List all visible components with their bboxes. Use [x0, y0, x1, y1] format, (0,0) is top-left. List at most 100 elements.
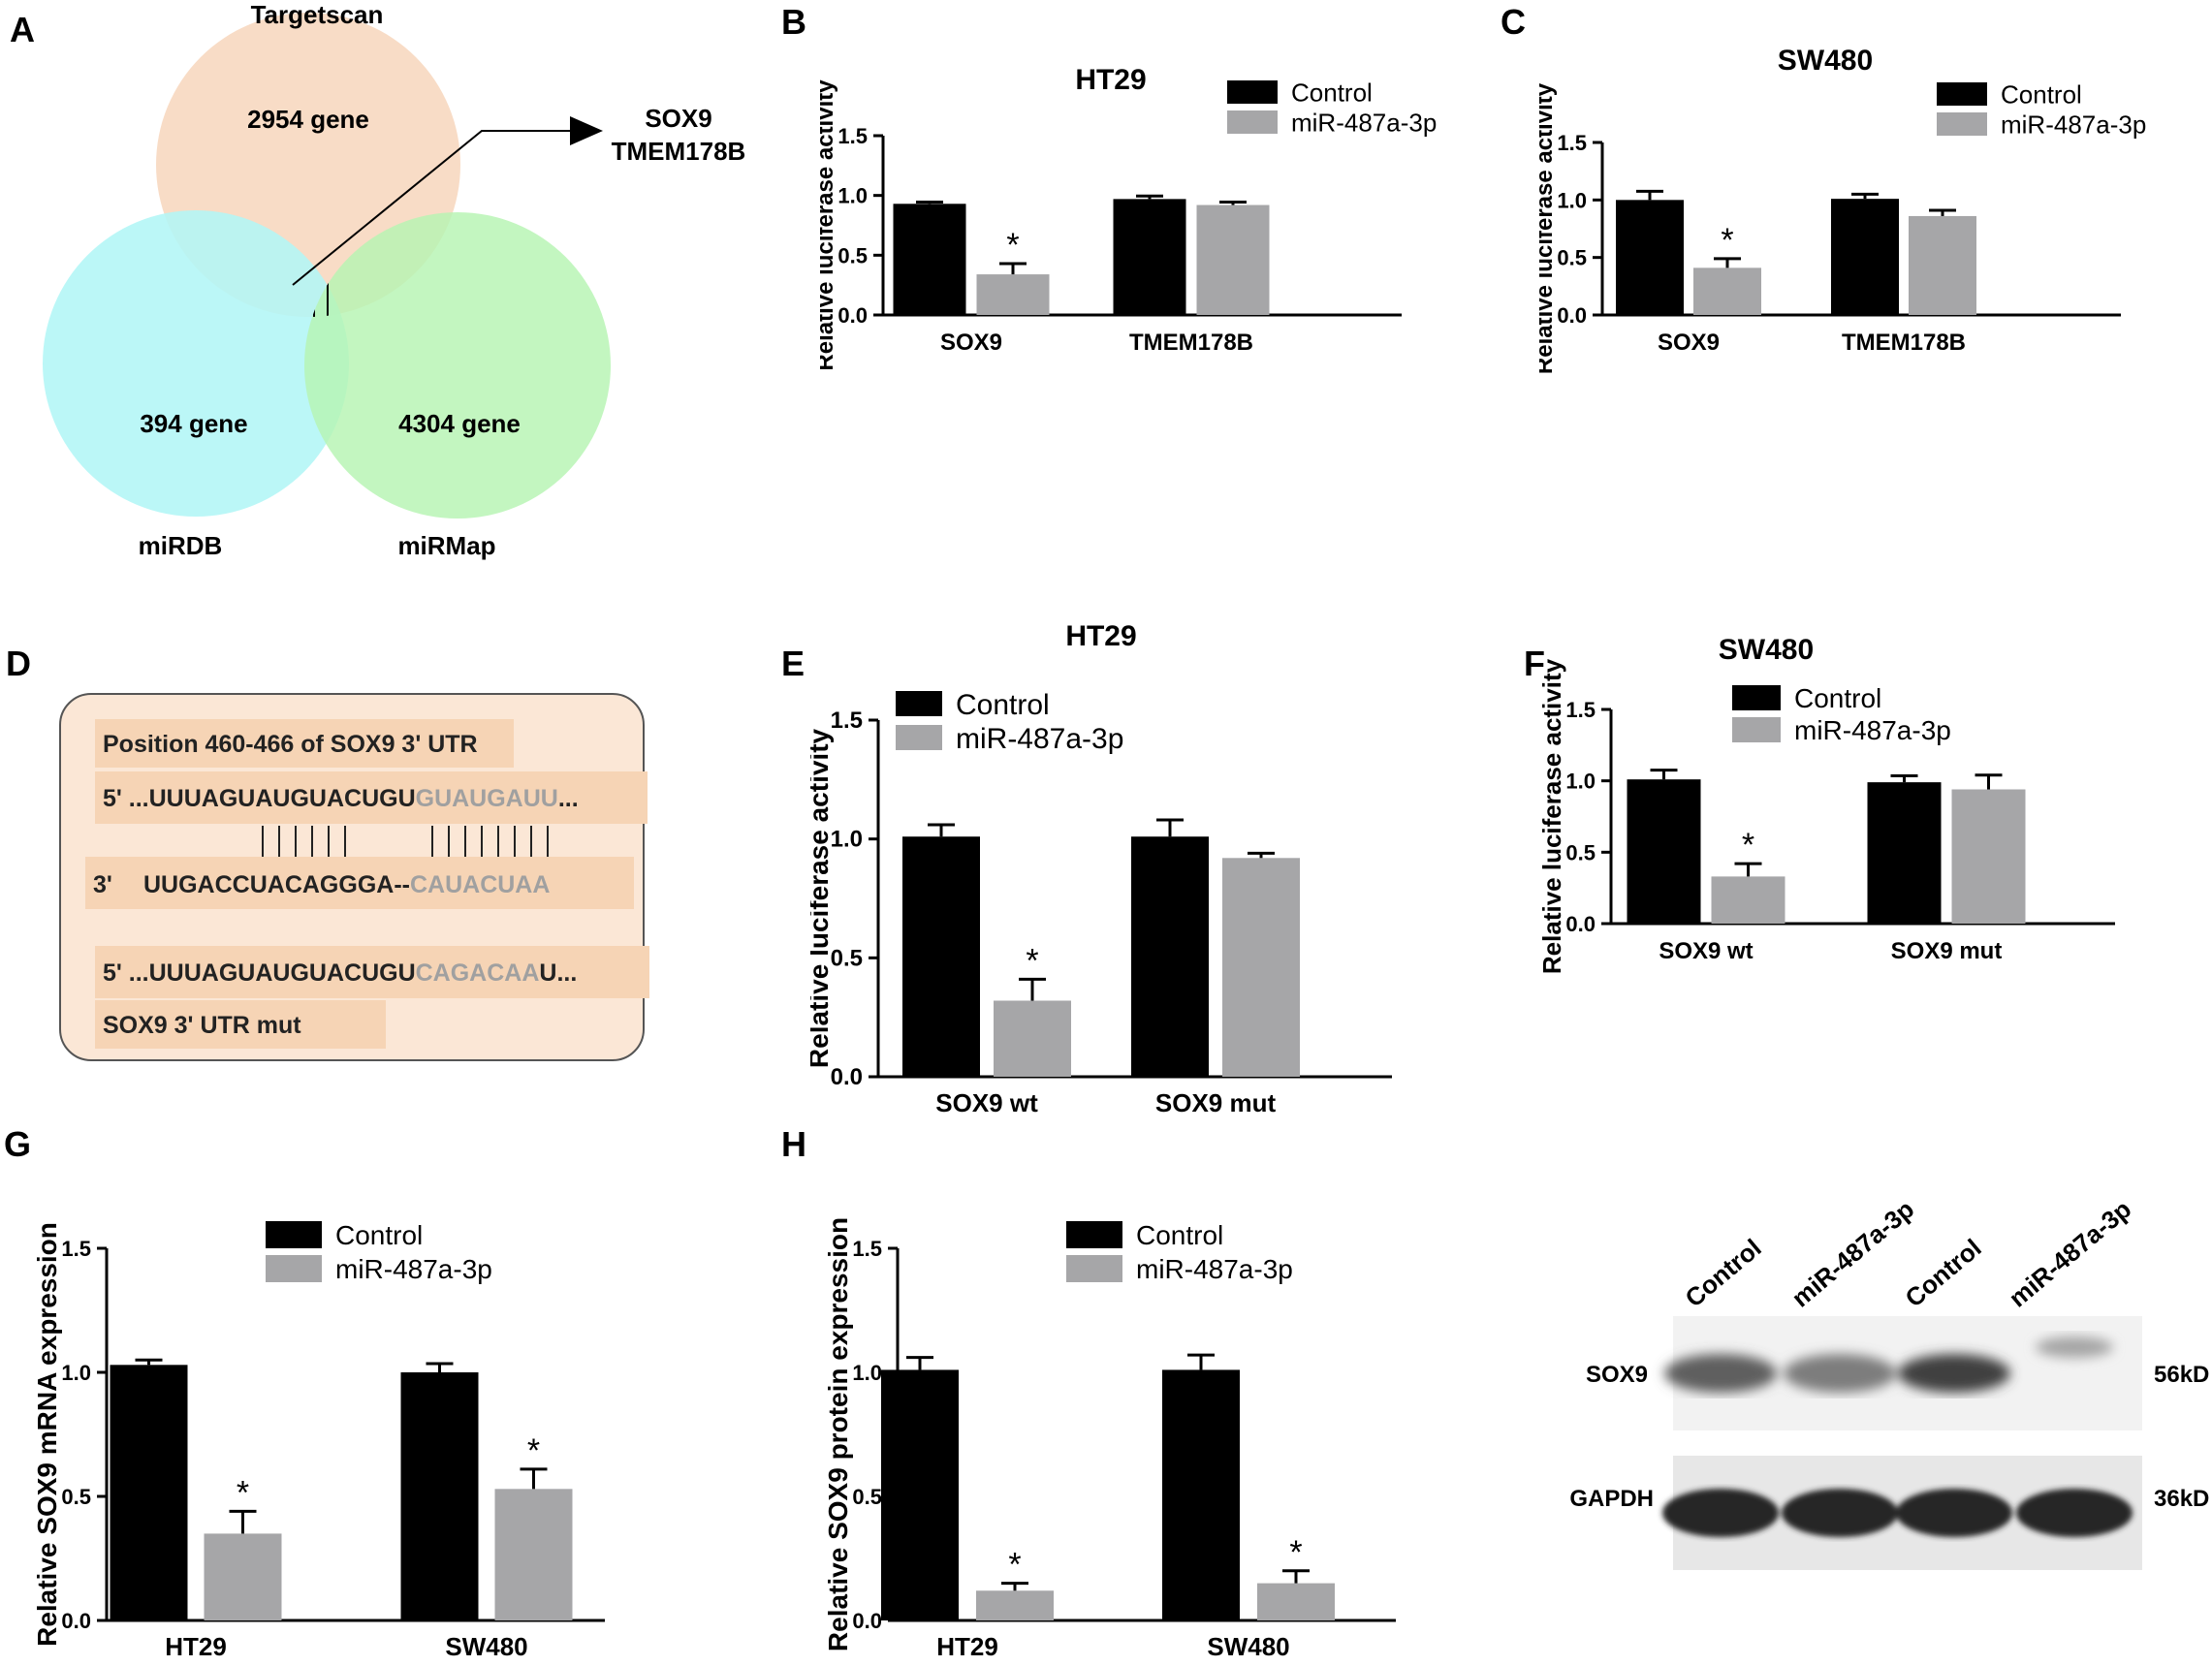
legend-label-1: miR-487a-3p [1136, 1254, 1293, 1284]
y-tick-label: 0.0 [1565, 912, 1596, 936]
y-tick-label: 1.0 [61, 1361, 91, 1385]
significance-marker: * [1026, 942, 1038, 979]
lane-label-3: Control [1900, 1233, 1987, 1312]
y-axis-label: Relative SOX9 mRNA expression [32, 1222, 62, 1647]
bar-e-1-1 [1222, 858, 1300, 1077]
bar-g-1-1 [494, 1489, 573, 1620]
significance-marker: * [237, 1474, 249, 1511]
bar-b-0-0 [893, 204, 966, 315]
mut-sequence-prefix: 5' ...UUUAGUAUGUACUGU [103, 959, 416, 987]
svg-text:UUGACCUACAGGGA--CAUACUAA: UUGACCUACAGGGA--CAUACUAA [143, 871, 550, 898]
panel-label-h: H [781, 1124, 806, 1164]
venn-targetscan-label: Targetscan [251, 0, 384, 29]
y-axis-label: Relative luciferase activity [1537, 658, 1566, 974]
bar-e-1-0 [1131, 836, 1209, 1077]
bar-h-1-0 [1162, 1369, 1240, 1620]
panel-label-d: D [6, 644, 31, 683]
legend-swatch-0 [1227, 80, 1278, 104]
y-tick-label: 0.0 [837, 303, 868, 328]
category-label: SOX9 wt [935, 1088, 1038, 1117]
y-tick-label: 1.5 [61, 1237, 91, 1261]
panel-label-b: B [781, 2, 806, 42]
legend-label-1: miR-487a-3p [1291, 108, 1437, 137]
lane-label-1: Control [1680, 1233, 1767, 1312]
bar-c-1-1 [1909, 215, 1976, 315]
y-tick-label: 0.5 [1557, 246, 1587, 270]
significance-marker: * [1289, 1534, 1302, 1571]
gapdh-band-3 [1896, 1489, 2012, 1537]
legend-swatch-1 [1732, 717, 1781, 742]
venn-mirmap-circle [304, 212, 611, 519]
wt-seed-region: GUAUGAUU [416, 785, 558, 812]
bar-h-0-1 [976, 1590, 1054, 1620]
lane-labels: Control miR-487a-3p Control miR-487a-3p [1680, 1194, 2137, 1312]
venn-pointer-arrow [570, 116, 603, 145]
significance-marker: * [1008, 1547, 1021, 1584]
panel-label-c: C [1501, 2, 1526, 42]
lane-label-4: miR-487a-3p [2004, 1194, 2137, 1312]
y-tick-label: 1.0 [852, 1361, 882, 1385]
legend-swatch-0 [896, 691, 942, 716]
venn-mirmap-count: 4304 gene [398, 409, 521, 438]
sox9-band-1 [1664, 1354, 1777, 1393]
legend-label-0: Control [1794, 683, 1881, 713]
significance-marker: * [527, 1432, 540, 1469]
legend-label-1: miR-487a-3p [1794, 715, 1951, 745]
legend-swatch-0 [266, 1221, 322, 1248]
bar-b-1-1 [1196, 204, 1270, 315]
mirna-sequence: UUGACCUACAGGGA-- [143, 871, 410, 898]
sequence-title: Position 460-466 of SOX9 3' UTR [103, 731, 478, 758]
sox9-label: SOX9 [1586, 1362, 1648, 1388]
legend-label-1: miR-487a-3p [956, 723, 1123, 755]
y-tick-label: 0.5 [837, 243, 868, 267]
sox9-band-3 [1898, 1354, 2010, 1393]
y-tick-label: 1.0 [831, 827, 863, 853]
venn-pointer-line [292, 130, 572, 286]
mirna-prefix: 3' [93, 871, 112, 898]
gapdh-band-2 [1782, 1489, 1898, 1537]
bar-b-1-0 [1113, 199, 1186, 315]
y-tick-label: 0.5 [831, 945, 863, 971]
bar-g-1-0 [400, 1372, 479, 1620]
lane-label-2: miR-487a-3p [1786, 1194, 1920, 1312]
bar-h-0-0 [881, 1369, 959, 1620]
mirna-seed-region: CAUACUAA [410, 871, 550, 898]
svg-text:5' ...UUUAGUAUGUACUGUGUAUGAUU.: 5' ...UUUAGUAUGUACUGUGUAUGAUU... [103, 785, 579, 812]
legend-label-0: Control [335, 1220, 423, 1250]
bar-c-1-0 [1831, 199, 1899, 315]
venn-targetscan-count: 2954 gene [247, 105, 369, 134]
significance-marker: * [1006, 227, 1019, 264]
legend-label-1: miR-487a-3p [2001, 110, 2146, 139]
mut-sequence-suffix: U... [539, 959, 577, 987]
sox9-size: 56kD [2154, 1362, 2209, 1388]
bar-c-0-0 [1616, 200, 1684, 315]
legend-swatch-1 [896, 725, 942, 750]
category-label: TMEM178B [1842, 330, 1966, 356]
y-tick-label: 0.5 [1565, 840, 1596, 864]
venn-result-sox9: SOX9 [645, 104, 711, 133]
venn-mirdb-circle [43, 210, 349, 517]
panel-label-g: G [4, 1124, 32, 1164]
pairing-lines [262, 826, 549, 857]
legend-swatch-1 [1937, 112, 1987, 136]
y-axis-label: Relative luciferase activity [820, 79, 838, 371]
y-tick-label: 1.5 [1565, 698, 1596, 722]
chart-title-b: HT29 [1075, 64, 1146, 96]
category-label: SOX9 [940, 330, 1002, 356]
sox9-band-4 [2036, 1336, 2113, 1358]
venn-mirdb-count: 394 gene [140, 409, 247, 438]
y-tick-label: 0.5 [61, 1485, 91, 1509]
y-tick-label: 1.0 [1557, 188, 1587, 212]
mut-seed-region: CAGACAA [416, 959, 540, 987]
bar-c-0-1 [1693, 267, 1761, 315]
bar-e-0-1 [994, 1000, 1071, 1077]
legend-swatch-1 [1227, 110, 1278, 134]
gapdh-band-1 [1662, 1489, 1779, 1537]
category-label: SW480 [445, 1632, 527, 1661]
y-tick-label: 1.5 [831, 707, 863, 734]
legend-swatch-0 [1937, 82, 1987, 106]
wt-sequence-suffix: ... [558, 785, 579, 812]
